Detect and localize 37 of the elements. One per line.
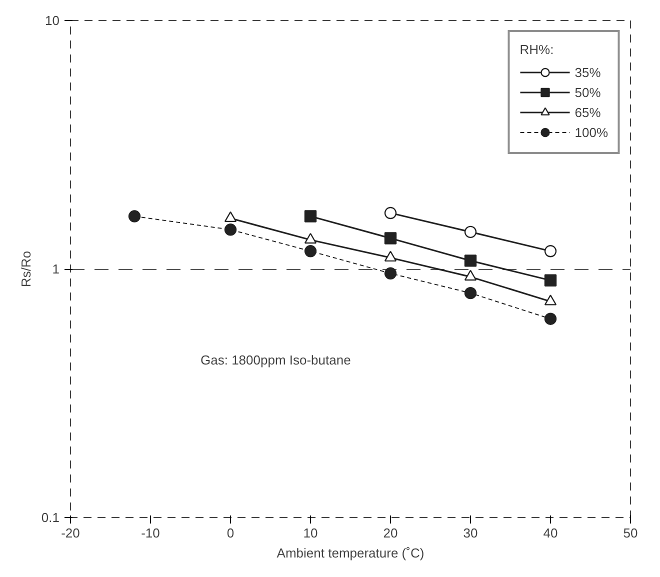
legend-label: 100%	[574, 124, 608, 140]
y-tick-label: 10	[45, 13, 60, 28]
legend-title: RH%:	[520, 42, 555, 57]
point	[544, 294, 557, 306]
x-tick-label: 30	[463, 526, 478, 540]
point	[224, 224, 237, 236]
x-tick-label: -20	[61, 526, 80, 540]
annotation: Gas: 1800ppm Iso-butane	[200, 352, 351, 368]
point	[128, 210, 141, 222]
y-axis-title: Rs/Ro	[18, 250, 34, 288]
x-tick-label: 40	[543, 526, 558, 540]
x-tick-label: 0	[226, 526, 234, 540]
point	[544, 312, 557, 325]
point	[304, 232, 317, 244]
point	[544, 245, 557, 258]
point	[304, 245, 317, 258]
point	[384, 206, 397, 220]
point	[224, 211, 237, 222]
legend-label: 65%	[574, 104, 601, 120]
point	[464, 270, 477, 281]
y-tick-label: 1	[52, 262, 60, 276]
point	[384, 250, 397, 262]
point	[464, 286, 477, 300]
x-tick-label: 20	[383, 526, 398, 540]
point	[384, 267, 397, 280]
point	[304, 210, 317, 222]
point	[544, 274, 557, 286]
x-tick-label: 50	[623, 526, 638, 540]
point	[464, 254, 477, 267]
legend-label: 50%	[574, 84, 601, 100]
point	[464, 226, 477, 238]
y-tick-label: 0.1	[41, 510, 60, 525]
point	[384, 232, 397, 244]
x-tick-label: -10	[141, 526, 160, 540]
x-tick-label: 10	[303, 526, 318, 540]
legend-label: 35%	[574, 64, 601, 80]
x-axis-title: Ambient temperature (˚C)	[276, 546, 424, 560]
